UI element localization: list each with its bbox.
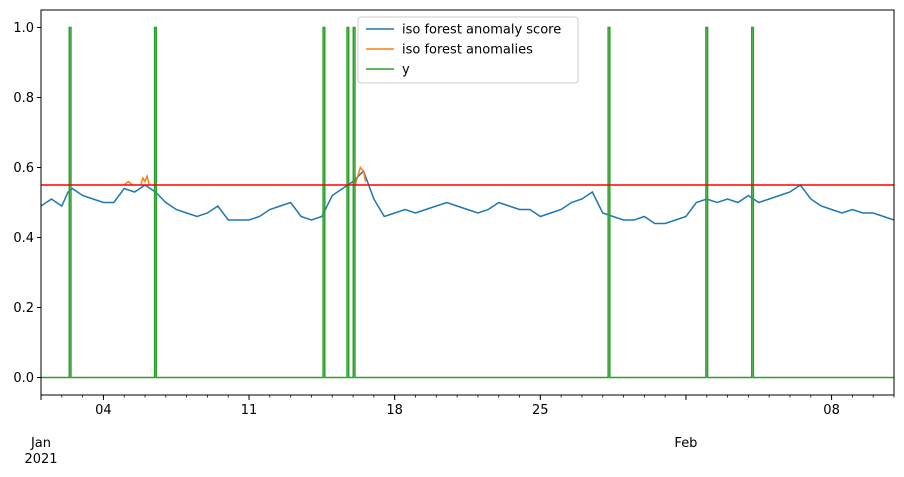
y-tick-label: 0.0 (13, 371, 34, 386)
y-tick-label: 0.8 (13, 91, 34, 106)
legend-label: iso forest anomalies (402, 43, 533, 58)
series-anomalies-segment-2 (354, 165, 367, 186)
axes: 0.0 0.2 0.4 0.6 0.8 1.0 Jan 2021 04 11 18 25 Feb 08 (13, 9, 895, 467)
series-anomalies-segment-0 (123, 180, 134, 186)
plot-area (41, 26, 894, 379)
x-tick-label: 25 (532, 403, 549, 418)
legend-label: y (402, 63, 410, 78)
series-anomalies-segment-1 (140, 173, 150, 186)
legend-box (357, 16, 579, 84)
series-y-line (41, 26, 894, 379)
legend-label: iso forest anomaly score (402, 23, 561, 38)
x-tick-label: Feb (674, 436, 697, 451)
y-tick-label: 0.2 (13, 301, 34, 316)
x-tick-label: Jan 2021 (24, 436, 57, 467)
x-tick-label: 04 (95, 403, 112, 418)
x-tick-label: 18 (386, 403, 403, 418)
y-tick-label: 0.4 (13, 231, 34, 246)
x-tick-label: 11 (241, 403, 258, 418)
y-tick-label: 0.6 (13, 161, 34, 176)
y-tick-label: 1.0 (13, 21, 34, 36)
legend: iso forest anomaly score iso forest anoma… (357, 16, 579, 84)
axes-frame (40, 9, 895, 396)
series-anomaly-score-line (41, 169, 894, 225)
x-tick-label: 08 (823, 403, 840, 418)
